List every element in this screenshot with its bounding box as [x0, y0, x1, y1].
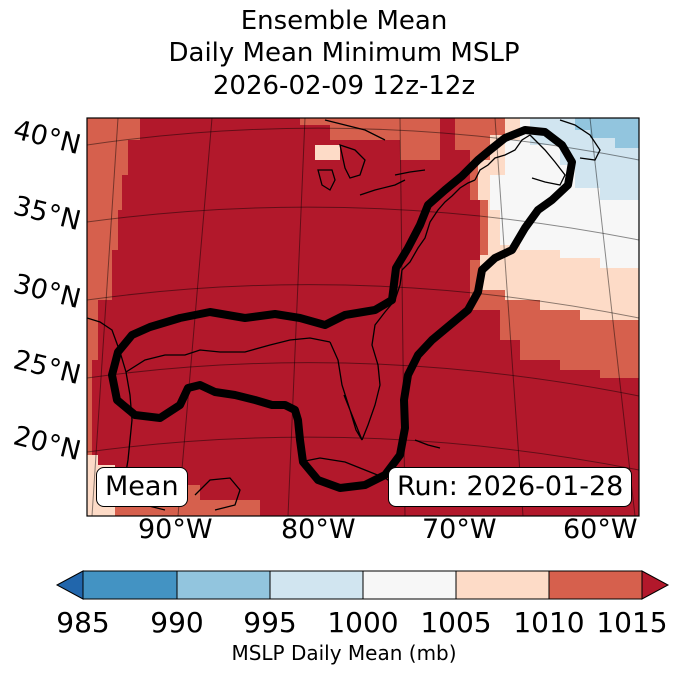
colorbar-tick-985: 985: [56, 606, 110, 639]
lon-label-60: 60°W: [563, 514, 638, 545]
lon-label-80: 80°W: [281, 514, 356, 545]
colorbar-bin-1000-1005: [362, 570, 457, 600]
colorbar-tick-995: 995: [243, 606, 297, 639]
map-frame: [86, 117, 640, 517]
colorbar-extend-high: [641, 570, 670, 600]
lon-label-90: 90°W: [138, 514, 213, 545]
title-line-2: Daily Mean Minimum MSLP: [168, 38, 520, 68]
title-line-3: 2026-02-09 12z-12z: [212, 71, 476, 101]
lon-label-70: 70°W: [422, 514, 497, 545]
mean-badge: Mean: [96, 467, 188, 507]
colorbar-bin-990-995: [176, 570, 271, 600]
pressure-field-blue: [575, 118, 639, 148]
colorbar-tick-1000: 1000: [327, 606, 399, 639]
colorbar-bin-1010-1015: [548, 570, 643, 600]
colorbar-tick-1015: 1015: [596, 606, 668, 639]
colorbar-tick-1005: 1005: [420, 606, 492, 639]
colorbar-bin-995-1000: [269, 570, 364, 600]
colorbar-tick-1010: 1010: [513, 606, 585, 639]
colorbar-label: MSLP Daily Mean (mb): [231, 641, 457, 665]
map-area: [87, 118, 639, 516]
pressure-field-red-north: [300, 118, 440, 160]
colorbar: [55, 570, 670, 600]
colorbar-extend-low: [55, 570, 84, 600]
threshold-contour: [108, 126, 576, 492]
colorbar-bin-985-990: [82, 570, 178, 600]
title-line-1: Ensemble Mean: [240, 6, 448, 36]
run-date-badge: Run: 2026-01-28: [388, 467, 633, 507]
pressure-field-red-west: [87, 118, 140, 420]
colorbar-tick-990: 990: [150, 606, 204, 639]
colorbar-bin-1005-1010: [455, 570, 550, 600]
pressure-field-peach-north: [315, 145, 340, 160]
